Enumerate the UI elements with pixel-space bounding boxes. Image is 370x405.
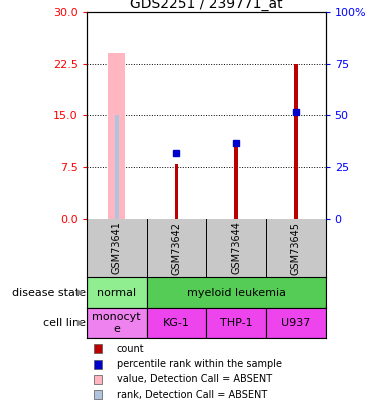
Bar	[266, 308, 326, 338]
Bar	[115, 115, 118, 219]
Text: rank, Detection Call = ABSENT: rank, Detection Call = ABSENT	[117, 390, 267, 400]
Text: count: count	[117, 344, 144, 354]
Text: GSM73641: GSM73641	[112, 222, 122, 275]
Text: GSM73645: GSM73645	[291, 222, 301, 275]
Bar	[175, 164, 178, 219]
Text: monocyt
e: monocyt e	[92, 312, 141, 334]
Text: KG-1: KG-1	[163, 318, 190, 328]
Text: value, Detection Call = ABSENT: value, Detection Call = ABSENT	[117, 375, 272, 384]
Text: GSM73644: GSM73644	[231, 222, 241, 275]
Text: percentile rank within the sample: percentile rank within the sample	[117, 359, 282, 369]
Text: GSM73642: GSM73642	[171, 222, 181, 275]
Bar	[87, 277, 147, 308]
Bar	[206, 308, 266, 338]
Bar	[234, 140, 238, 219]
Text: THP-1: THP-1	[220, 318, 252, 328]
Title: GDS2251 / 239771_at: GDS2251 / 239771_at	[130, 0, 283, 11]
Bar	[147, 277, 326, 308]
Text: U937: U937	[281, 318, 310, 328]
Bar	[108, 53, 125, 219]
Bar	[87, 308, 147, 338]
Text: normal: normal	[97, 288, 136, 298]
Text: cell line: cell line	[43, 318, 86, 328]
Text: myeloid leukemia: myeloid leukemia	[186, 288, 286, 298]
Bar	[294, 64, 297, 219]
Bar	[147, 308, 206, 338]
Text: disease state: disease state	[11, 288, 86, 298]
